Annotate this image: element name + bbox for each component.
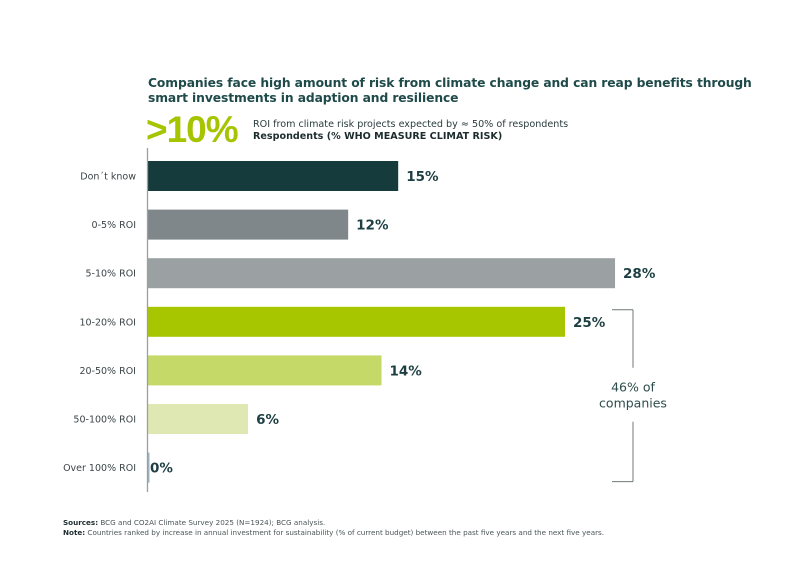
bar-6 xyxy=(148,452,150,483)
bar-1 xyxy=(148,209,349,240)
highlight-text: ROI from climate risk projects expected … xyxy=(253,119,569,130)
value-label: 28% xyxy=(623,266,656,282)
value-label: 15% xyxy=(406,169,439,185)
category-label: 50-100% ROI xyxy=(73,415,136,426)
sources-label: Sources: xyxy=(63,518,99,527)
bars-group: Don´t know 15% 0-5% ROI 12% 5-10% ROI 28% 10-2… xyxy=(63,161,656,483)
category-label: Don´t know xyxy=(80,172,136,183)
category-label: Over 100% ROI xyxy=(63,463,136,474)
category-label: 10-20% ROI xyxy=(79,317,136,328)
value-label: 12% xyxy=(356,218,389,234)
chart-subtitle: Respondents (% WHO MEASURE CLIMAT RISK) xyxy=(253,131,503,142)
bar-0 xyxy=(148,161,399,191)
sources-text: BCG and CO2AI Climate Survey 2025 (N=192… xyxy=(98,518,326,527)
chart-title: Companies face high amount of risk from … xyxy=(148,76,752,105)
annotation-line-1: 46% of xyxy=(611,380,655,395)
bar-3 xyxy=(148,306,565,337)
bar-2 xyxy=(148,258,616,289)
category-label: 20-50% ROI xyxy=(79,366,136,377)
value-label: 0% xyxy=(150,461,173,477)
value-label: 6% xyxy=(256,412,279,428)
highlight-value: >10% xyxy=(146,109,239,150)
annotation-line-2: companies xyxy=(599,396,667,411)
sources-note: Sources: BCG and CO2AI Climate Survey 20… xyxy=(63,518,325,527)
value-label: 25% xyxy=(573,315,606,331)
footnote: Note: Countries ranked by increase in an… xyxy=(63,528,604,537)
note-label: Note: xyxy=(63,528,86,537)
category-label: 0-5% ROI xyxy=(92,220,136,231)
note-text: Countries ranked by increase in annual i… xyxy=(85,528,605,537)
bar-4 xyxy=(148,355,382,386)
value-label: 14% xyxy=(390,363,423,379)
category-label: 5-10% ROI xyxy=(86,269,137,280)
bar-5 xyxy=(148,404,249,434)
